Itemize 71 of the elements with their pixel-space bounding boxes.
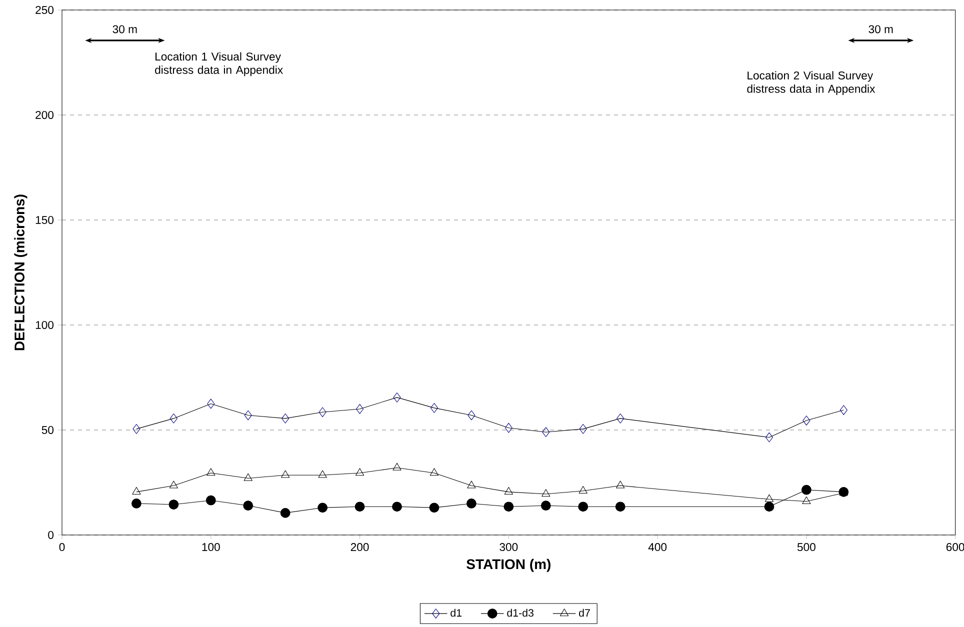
- x-tick-label: 200: [350, 543, 369, 552]
- point: [318, 470, 327, 478]
- point: [282, 414, 290, 424]
- point: [578, 486, 588, 494]
- point: [354, 502, 365, 512]
- x-tick-label: 500: [797, 543, 816, 552]
- point: [280, 508, 290, 518]
- point: [765, 432, 773, 442]
- point: [802, 416, 810, 426]
- point: [392, 502, 402, 512]
- y-tick-label: 150: [36, 216, 54, 224]
- point: [132, 424, 140, 434]
- x-tick-label: 400: [648, 543, 667, 552]
- point: [802, 484, 812, 495]
- point: [393, 392, 401, 402]
- legend-label: d1: [450, 608, 462, 617]
- y-axis-title: DEFLECTION (microns): [14, 194, 28, 350]
- annotation: 30 m: [868, 25, 893, 34]
- point: [206, 468, 216, 476]
- annotation: 30 m: [112, 25, 137, 34]
- x-tick-label: 100: [202, 543, 220, 552]
- point: [170, 414, 178, 424]
- point: [430, 403, 438, 413]
- x-tick-label: 300: [500, 543, 518, 552]
- point: [356, 404, 364, 414]
- point: [169, 480, 178, 488]
- point: [504, 422, 512, 433]
- point: [244, 473, 252, 481]
- legend-label: d1-d3: [507, 608, 534, 617]
- point: [207, 398, 215, 409]
- x-tick-label: 600: [946, 543, 964, 552]
- point: [466, 498, 476, 508]
- point: [132, 498, 142, 508]
- point: [802, 496, 811, 504]
- point: [540, 500, 551, 511]
- point: [578, 502, 588, 512]
- point: [764, 494, 774, 502]
- point: [764, 502, 774, 512]
- point: [616, 480, 625, 488]
- legend-label: d7: [579, 608, 590, 617]
- point: [579, 424, 587, 434]
- y-tick-label: 200: [36, 110, 54, 119]
- y-tick-label: 250: [36, 6, 54, 14]
- point: [615, 502, 626, 512]
- point: [840, 405, 848, 415]
- point: [542, 427, 550, 438]
- y-tick-label: 50: [42, 426, 54, 434]
- point: [504, 487, 513, 495]
- point: [392, 462, 402, 470]
- point: [504, 502, 514, 512]
- point: [243, 500, 254, 511]
- point: [468, 410, 476, 420]
- x-axis-title: STATION (m): [466, 558, 550, 572]
- x-tick-label: 0: [59, 543, 65, 552]
- point: [467, 480, 476, 488]
- point: [355, 468, 364, 476]
- point: [318, 407, 326, 418]
- point: [429, 502, 440, 513]
- point: [244, 410, 252, 420]
- point: [132, 487, 141, 495]
- y-tick-label: 100: [36, 320, 54, 329]
- point: [542, 489, 550, 497]
- point: [616, 414, 624, 424]
- point: [318, 502, 328, 513]
- y-tick-label: 0: [48, 530, 54, 539]
- point: [430, 468, 439, 476]
- point: [206, 495, 216, 506]
- point: [168, 500, 179, 510]
- annotation: Location 1 Visual Survey distress data in Appendix: [155, 52, 283, 76]
- point: [281, 470, 290, 478]
- annotation: Location 2 Visual Survey distress data in Appendix: [747, 71, 876, 96]
